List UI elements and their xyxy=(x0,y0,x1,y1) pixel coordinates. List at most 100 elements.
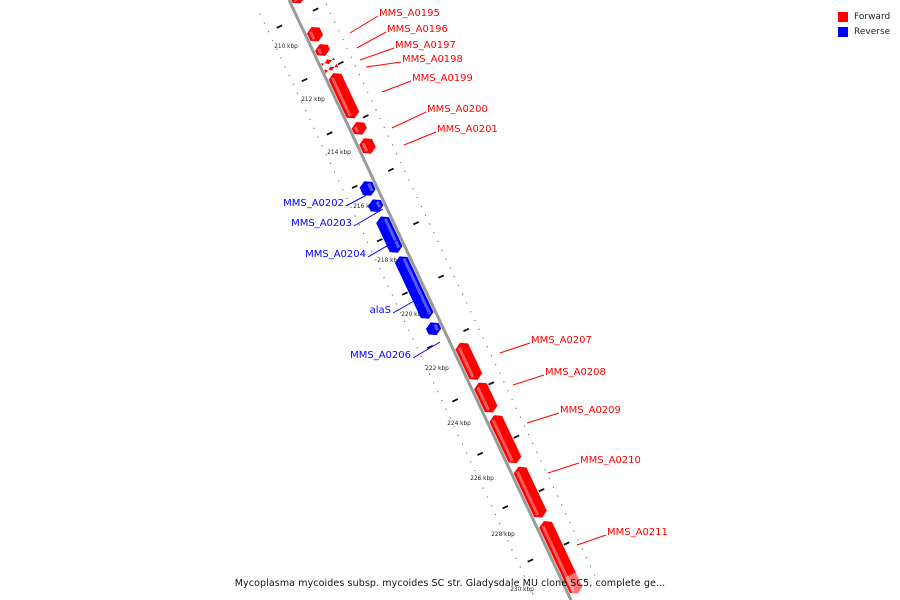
legend: Forward Reverse xyxy=(838,9,890,39)
gene-block xyxy=(425,322,442,336)
gene-mms-a0204: MMS_A0204 xyxy=(305,216,403,260)
tick-label: 230 kbp xyxy=(510,587,534,593)
gene-leader-line xyxy=(392,296,422,314)
gene-highlight xyxy=(457,347,475,379)
tick-label: 212 kbp xyxy=(301,97,325,103)
gene-highlight xyxy=(515,471,540,516)
gene-leader-line xyxy=(353,208,384,227)
tick-dash xyxy=(312,7,319,12)
gene-label: MMS_A0200 xyxy=(427,104,488,115)
gene-mms-a0200: MMS_A0200 xyxy=(351,104,488,135)
gene-block xyxy=(328,73,360,119)
gene-highlight xyxy=(361,142,369,152)
gene-leader-line xyxy=(365,61,402,68)
gene-label: MMS_A0207 xyxy=(531,335,592,346)
tick-label: 218 kbp xyxy=(377,258,401,264)
reverse-swatch-icon xyxy=(838,26,848,37)
tick-dash xyxy=(326,131,333,136)
gene-leader-line xyxy=(403,131,437,146)
gene-highlight xyxy=(402,258,432,315)
tick-dash xyxy=(563,541,570,546)
gene-mms-a0202: MMS_A0202 xyxy=(283,181,376,209)
gene-leader-line xyxy=(512,374,545,386)
gene-highlight xyxy=(326,67,331,73)
gene-block xyxy=(321,57,335,67)
gene-leader-line xyxy=(345,190,375,207)
tick-label: 214 kbp xyxy=(327,150,351,156)
gene-leader-line xyxy=(367,239,398,258)
gene-block xyxy=(376,216,403,253)
gene-highlight xyxy=(330,77,352,117)
legend-label-reverse: Reverse xyxy=(854,26,891,37)
gene-highlight xyxy=(309,31,316,40)
legend-item-reverse: Reverse xyxy=(838,24,890,39)
gene-leader-line xyxy=(381,80,412,93)
gene-leader-line xyxy=(576,534,607,546)
tick-dash xyxy=(527,558,534,563)
gene-label: MMS_A0199 xyxy=(412,73,473,84)
gene-block xyxy=(359,138,376,154)
gene-highlight xyxy=(293,0,298,2)
tick-label: 222 kbp xyxy=(425,366,449,372)
forward-swatch-icon xyxy=(838,11,848,22)
tick-dash xyxy=(376,238,383,243)
tick-dash xyxy=(502,505,509,510)
gene-mms-a0206: MMS_A0206 xyxy=(350,322,442,361)
gene-leader-line xyxy=(412,341,441,359)
gene-highlight xyxy=(433,324,439,331)
gene-mms-a0197: MMS_A0197 xyxy=(321,40,456,67)
gene-block xyxy=(489,415,522,464)
tick-dash xyxy=(477,451,484,456)
tick-dash xyxy=(276,24,283,29)
gene-highlight xyxy=(491,419,514,462)
gene-partial xyxy=(291,0,303,4)
gene-leader-line xyxy=(499,342,531,354)
gene-block xyxy=(306,26,324,42)
gene-label: MMS_A0195 xyxy=(379,8,440,19)
gene-block xyxy=(394,256,434,319)
gene-label: MMS_A0210 xyxy=(580,455,641,466)
gene-block xyxy=(359,181,376,196)
gene-leader-line xyxy=(391,111,427,129)
tick-dash xyxy=(426,344,434,350)
tick-dash xyxy=(412,221,420,226)
outer-scale-dots-left xyxy=(259,13,537,600)
tick-dash xyxy=(401,291,408,296)
gene-leader-line xyxy=(526,412,560,424)
tick-dashes xyxy=(276,7,570,563)
gene-block xyxy=(291,0,303,4)
tick-dash xyxy=(451,398,459,403)
tick-label: 220 kbp xyxy=(401,312,425,318)
gene-highlight xyxy=(375,201,382,208)
legend-item-forward: Forward xyxy=(838,9,890,24)
gene-mms-a0199: MMS_A0199 xyxy=(328,73,473,119)
gene-mms-a0196: MMS_A0196 xyxy=(315,24,448,56)
tick-label: 216 kbp xyxy=(353,204,377,210)
tick-dash xyxy=(351,184,358,189)
tick-dash xyxy=(488,381,495,386)
gene-mms-a0207: MMS_A0207 xyxy=(455,335,592,380)
tick-dash xyxy=(337,60,344,66)
gene-block xyxy=(539,521,583,594)
gene-label: MMS_A0198 xyxy=(402,54,463,65)
gene-label: alaS xyxy=(370,305,391,316)
gene-highlight xyxy=(383,218,401,249)
gene-mms-a0195: MMS_A0195 xyxy=(306,8,440,42)
gene-highlight xyxy=(476,386,490,411)
gene-block xyxy=(368,199,384,212)
gene-highlight xyxy=(367,182,374,192)
gene-block xyxy=(513,466,547,518)
tick-dash xyxy=(463,327,470,333)
gene-label: MMS_A0201 xyxy=(437,124,498,135)
tick-label: 210 kbp xyxy=(274,44,298,50)
tick-dash xyxy=(538,488,545,493)
outer-scale-dots-right xyxy=(323,0,600,584)
gene-mms-a0209: MMS_A0209 xyxy=(489,405,621,464)
gene-block xyxy=(455,342,483,380)
tick-label: 226 kbp xyxy=(470,476,494,482)
gene-leader-line xyxy=(547,462,580,474)
gene-leader-line xyxy=(349,15,379,34)
tick-label: 228 kbp xyxy=(491,532,515,538)
gene-label: MMS_A0211 xyxy=(607,527,668,538)
